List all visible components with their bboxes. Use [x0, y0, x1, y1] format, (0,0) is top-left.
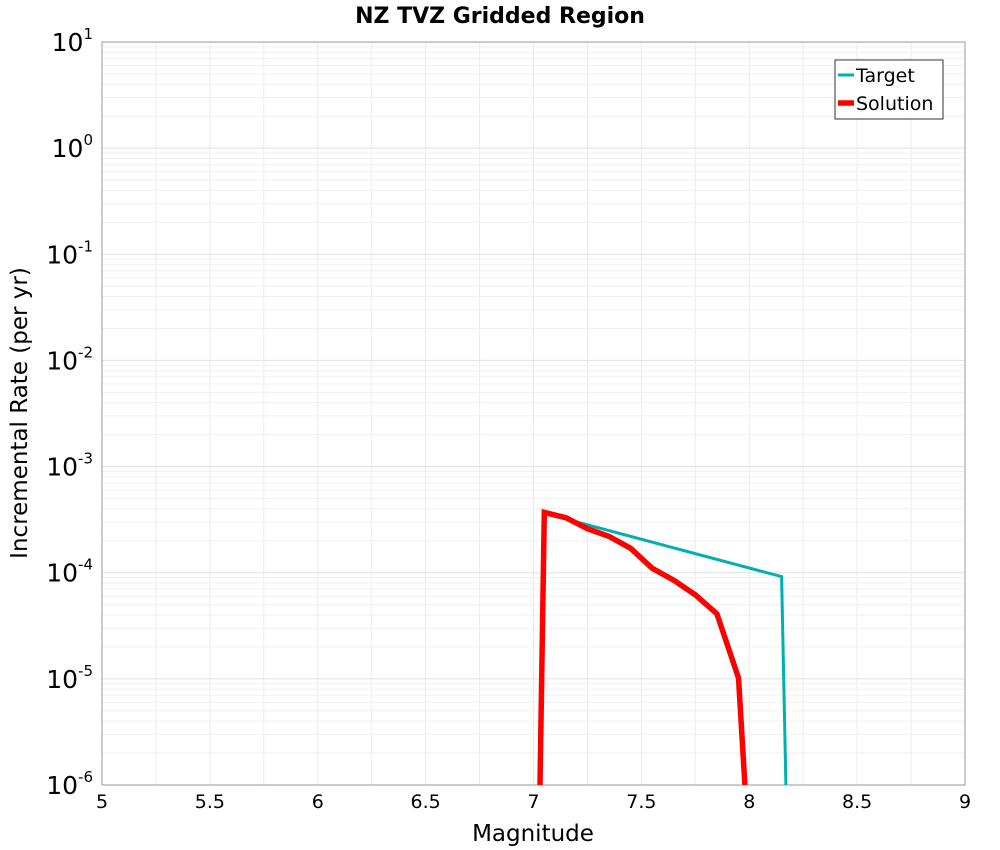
- x-tick-label: 8.5: [842, 791, 872, 813]
- x-tick-label: 7.5: [626, 791, 656, 813]
- y-tick-label: 10-4: [46, 556, 93, 588]
- y-tick-label: 10-2: [46, 343, 93, 375]
- series-layer: [537, 508, 788, 786]
- x-tick-label: 6: [312, 791, 324, 813]
- x-axis-ticks: 5 5.5 6 6.5 7 7.5 8 8.5 9: [96, 791, 971, 813]
- plot-area-frame: [101, 41, 966, 786]
- x-tick-label: 5: [96, 791, 108, 813]
- x-tick-label: 9: [959, 791, 971, 813]
- x-tick-label: 6.5: [411, 791, 441, 813]
- x-axis-label: Magnitude: [472, 821, 594, 847]
- grid: [101, 42, 966, 786]
- y-axis-label: Incremental Rate (per yr): [7, 267, 33, 559]
- chart-title: NZ TVZ Gridded Region: [355, 4, 645, 29]
- x-tick-label: 8: [743, 791, 755, 813]
- series-line-solution: [537, 508, 748, 786]
- y-tick-label: 10-6: [46, 768, 93, 800]
- y-axis-ticks: 10-6 10-5 10-4 10-3 10-2 10-1 100 101: [46, 25, 93, 800]
- legend-label-solution: Solution: [856, 93, 933, 115]
- y-tick-label: 10-3: [46, 450, 93, 482]
- y-tick-label: 101: [52, 25, 93, 57]
- x-tick-label: 5.5: [195, 791, 225, 813]
- y-tick-label: 10-1: [46, 237, 93, 269]
- legend: Target Solution: [834, 59, 944, 120]
- x-tick-label: 7: [527, 791, 539, 813]
- y-tick-label: 100: [52, 131, 93, 163]
- legend-label-target: Target: [855, 65, 915, 87]
- legend-box: [834, 59, 944, 120]
- y-tick-label: 10-5: [46, 662, 93, 694]
